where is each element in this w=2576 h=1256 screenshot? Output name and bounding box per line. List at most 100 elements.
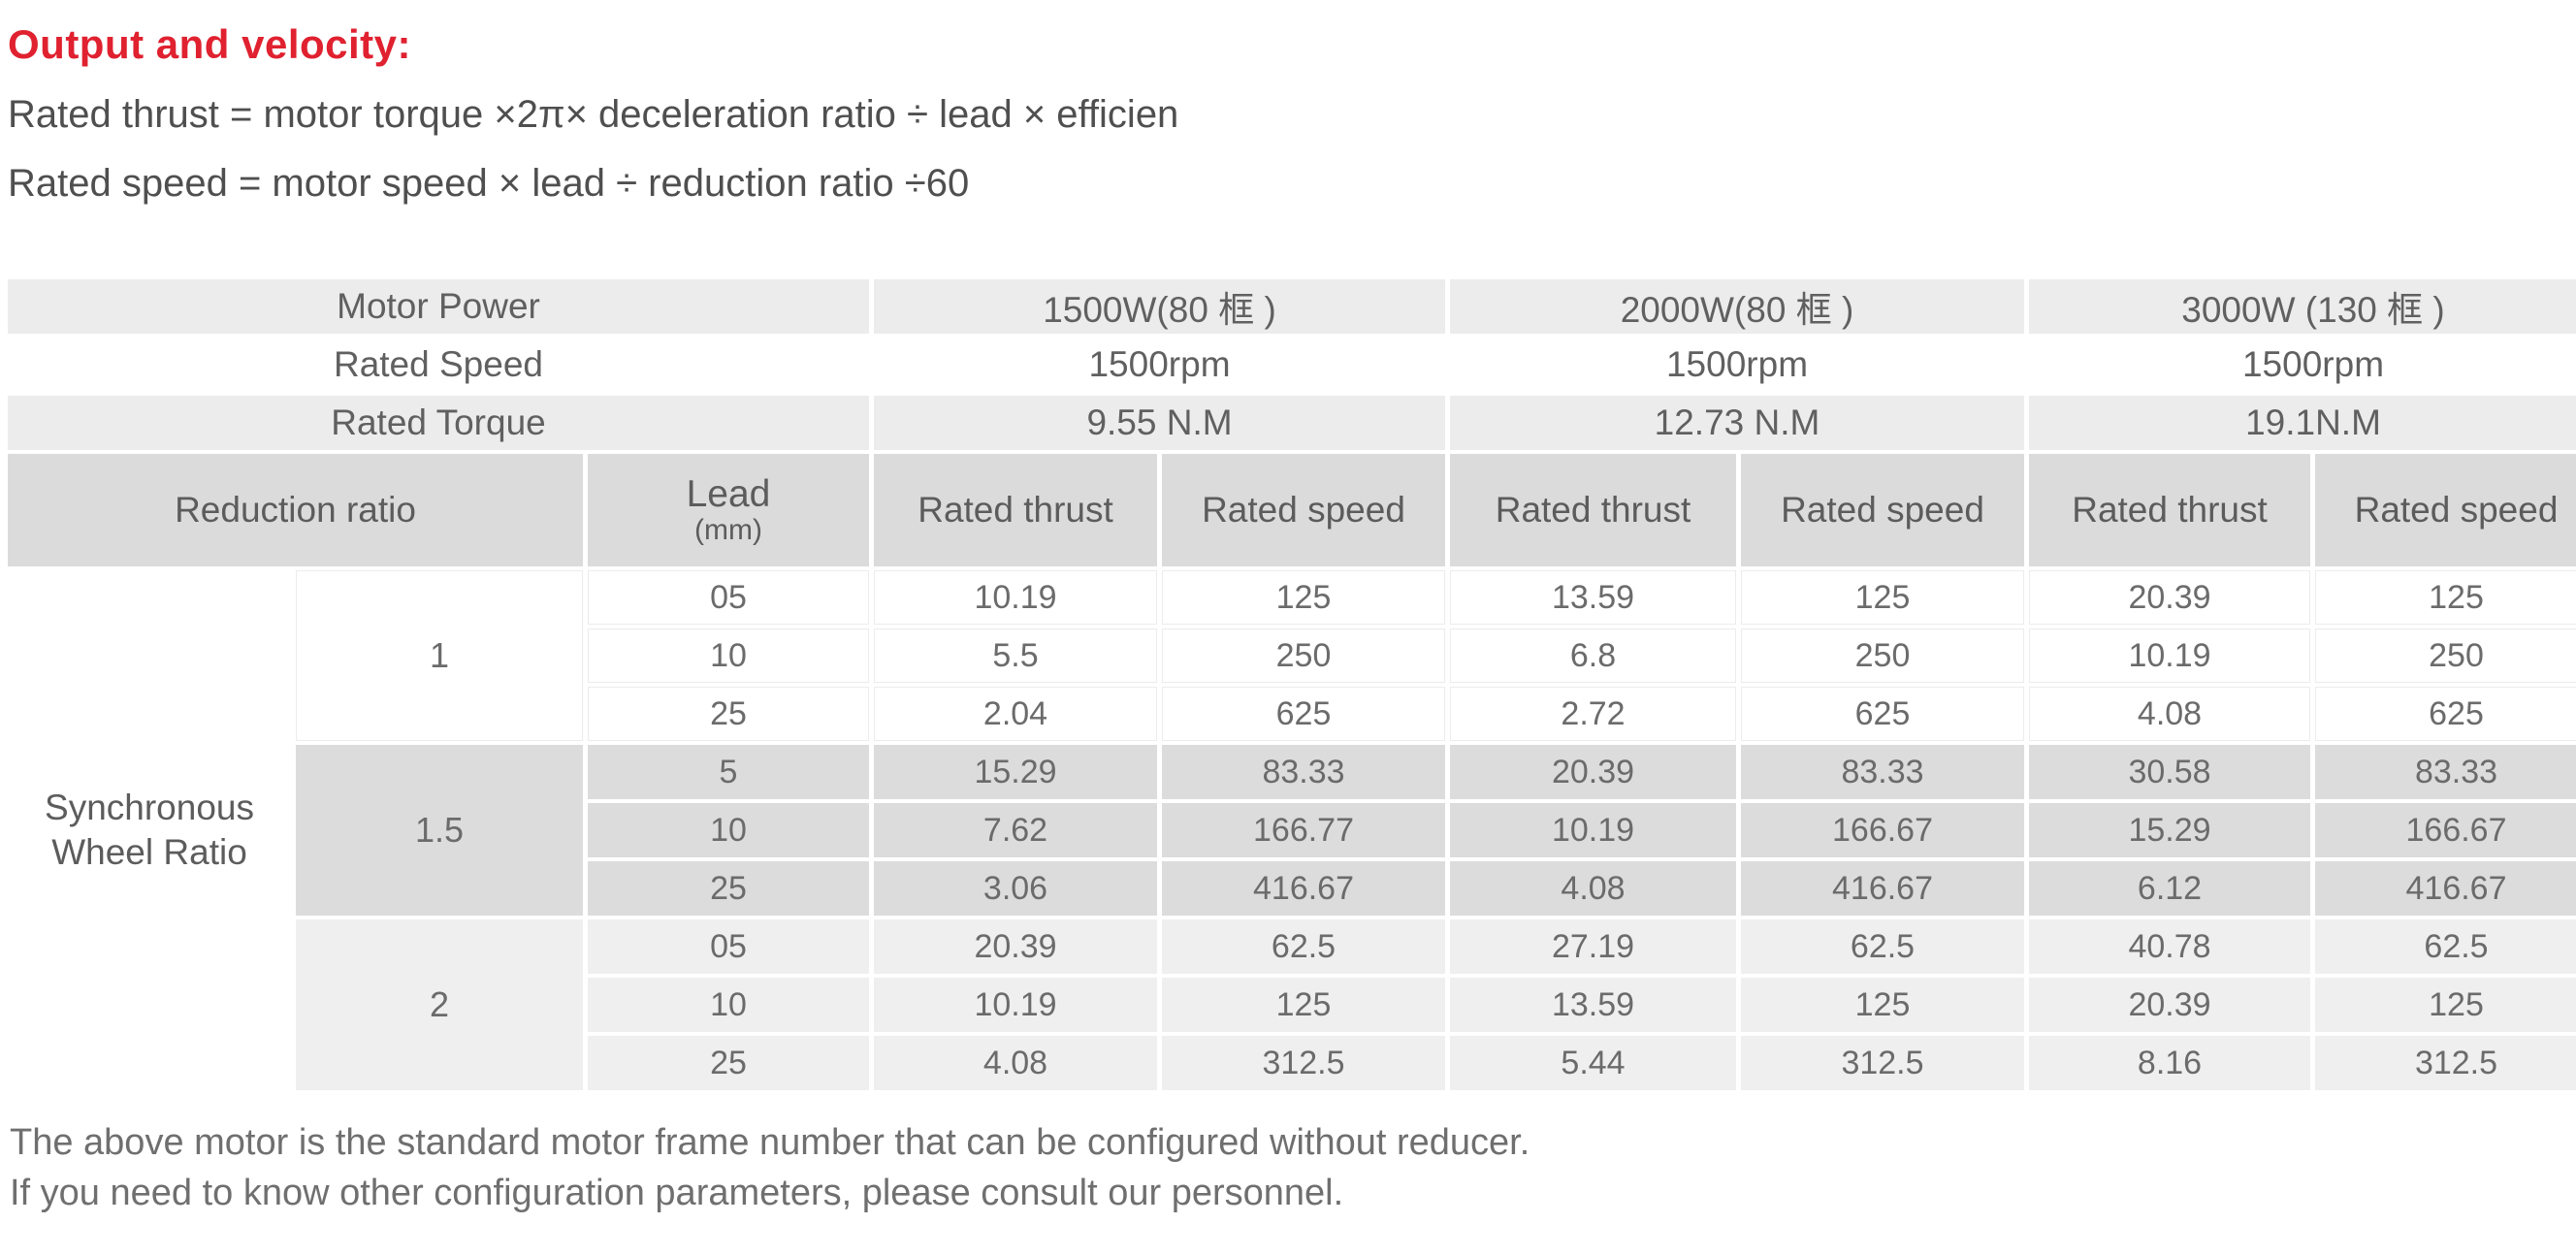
value-cell: 62.5 (1741, 919, 2024, 974)
value-cell: 312.5 (1741, 1036, 2024, 1090)
value-cell: 2.72 (1450, 687, 1736, 741)
value-cell: 166.67 (2315, 803, 2576, 857)
value-cell: 15.29 (874, 745, 1157, 799)
lead-cell: 10 (588, 803, 869, 857)
value-cell: 4.08 (2029, 687, 2310, 741)
value-cell: 125 (2315, 978, 2576, 1032)
spec-table: Motor Power 1500W(80 框 ) 2000W(80 框 ) 30… (3, 275, 2576, 1094)
header-reduction-ratio: Reduction ratio (8, 454, 583, 566)
value-cell: 40.78 (2029, 919, 2310, 974)
value-cell: 4.08 (1450, 861, 1736, 916)
rated-torque-row: Rated Torque 9.55 N.M 12.73 N.M 19.1N.M (8, 396, 2576, 450)
lead-cell: 5 (588, 745, 869, 799)
value-cell: 10.19 (2029, 628, 2310, 683)
value-cell: 125 (1162, 570, 1445, 625)
value-cell: 13.59 (1450, 570, 1736, 625)
value-cell: 416.67 (1741, 861, 2024, 916)
value-cell: 166.67 (1741, 803, 2024, 857)
header-rated-speed: Rated speed (1741, 454, 2024, 566)
data-row: 10 10.19 125 13.59 125 20.39 125 (8, 978, 2576, 1032)
value-cell: 6.12 (2029, 861, 2310, 916)
footnote-line-2: If you need to know other configuration … (10, 1173, 1344, 1213)
header-lead-line2: (mm) (694, 514, 762, 546)
lead-cell: 10 (588, 628, 869, 683)
lead-cell: 10 (588, 978, 869, 1032)
data-row: 2 05 20.39 62.5 27.19 62.5 40.78 62.5 (8, 919, 2576, 1090)
value-cell: 4.08 (874, 1036, 1157, 1090)
value-cell: 250 (1741, 628, 2024, 683)
formula-rated-thrust: Rated thrust = motor torque ×2π× deceler… (8, 93, 1179, 136)
reduction-ratio-cell: 2 (296, 919, 583, 1090)
reduction-ratio-cell: 1 (296, 570, 583, 741)
value-cell: 7.62 (874, 803, 1157, 857)
rated-torque-value: 9.55 N.M (874, 396, 1445, 450)
header-rated-thrust: Rated thrust (2029, 454, 2310, 566)
footnotes: The above motor is the standard motor fr… (10, 1117, 2576, 1218)
data-row: 25 2.04 625 2.72 625 4.08 625 (8, 687, 2576, 741)
rated-speed-value: 1500rpm (874, 338, 1445, 392)
value-cell: 15.29 (2029, 803, 2310, 857)
value-cell: 62.5 (1162, 919, 1445, 974)
value-cell: 10.19 (874, 978, 1157, 1032)
value-cell: 6.8 (1450, 628, 1736, 683)
value-cell: 5.5 (874, 628, 1157, 683)
value-cell: 83.33 (1162, 745, 1445, 799)
value-cell: 10.19 (1450, 803, 1736, 857)
formula-rated-speed: Rated speed = motor speed × lead ÷ reduc… (8, 162, 970, 205)
value-cell: 312.5 (1162, 1036, 1445, 1090)
value-cell: 416.67 (1162, 861, 1445, 916)
value-cell: 2.04 (874, 687, 1157, 741)
value-cell: 20.39 (2029, 570, 2310, 625)
value-cell: 125 (1741, 570, 2024, 625)
rated-speed-value: 1500rpm (2029, 338, 2576, 392)
value-cell: 125 (1162, 978, 1445, 1032)
value-cell: 13.59 (1450, 978, 1736, 1032)
value-cell: 30.58 (2029, 745, 2310, 799)
spec-label-motor-power: Motor Power (8, 279, 869, 334)
header-rated-speed: Rated speed (2315, 454, 2576, 566)
reduction-ratio-cell: 1.5 (296, 745, 583, 916)
lead-cell: 25 (588, 687, 869, 741)
value-cell: 416.67 (2315, 861, 2576, 916)
header-rated-speed: Rated speed (1162, 454, 1445, 566)
value-cell: 250 (1162, 628, 1445, 683)
lead-cell: 05 (588, 919, 869, 974)
spec-label-rated-torque: Rated Torque (8, 396, 869, 450)
value-cell: 62.5 (2315, 919, 2576, 974)
motor-power-row: Motor Power 1500W(80 框 ) 2000W(80 框 ) 30… (8, 279, 2576, 334)
motor-power-value: 1500W(80 框 ) (874, 279, 1445, 334)
footnote-line-1: The above motor is the standard motor fr… (10, 1122, 1530, 1163)
data-row: 25 4.08 312.5 5.44 312.5 8.16 312.5 (8, 1036, 2576, 1090)
value-cell: 625 (1162, 687, 1445, 741)
rated-speed-row: Rated Speed 1500rpm 1500rpm 1500rpm (8, 338, 2576, 392)
value-cell: 5.44 (1450, 1036, 1736, 1090)
value-cell: 20.39 (874, 919, 1157, 974)
rated-torque-value: 19.1N.M (2029, 396, 2576, 450)
value-cell: 166.77 (1162, 803, 1445, 857)
rated-speed-value: 1500rpm (1450, 338, 2024, 392)
value-cell: 83.33 (2315, 745, 2576, 799)
datasheet-page: Output and velocity: Rated thrust = moto… (3, 21, 2576, 1218)
value-cell: 20.39 (1450, 745, 1736, 799)
data-row: 10 7.62 166.77 10.19 166.67 15.29 166.67 (8, 803, 2576, 857)
value-cell: 27.19 (1450, 919, 1736, 974)
value-cell: 20.39 (2029, 978, 2310, 1032)
value-cell: 125 (1741, 978, 2024, 1032)
column-header-row: Reduction ratio Lead (mm) Rated thrust R… (8, 454, 2576, 566)
data-row: 25 3.06 416.67 4.08 416.67 6.12 416.67 (8, 861, 2576, 916)
header-lead-line1: Lead (686, 473, 771, 515)
value-cell: 250 (2315, 628, 2576, 683)
header-rated-thrust: Rated thrust (1450, 454, 1736, 566)
value-cell: 3.06 (874, 861, 1157, 916)
lead-cell: 25 (588, 861, 869, 916)
value-cell: 312.5 (2315, 1036, 2576, 1090)
data-row: 10 5.5 250 6.8 250 10.19 250 (8, 628, 2576, 683)
page-title: Output and velocity: (8, 21, 412, 67)
value-cell: 125 (2315, 570, 2576, 625)
value-cell: 625 (2315, 687, 2576, 741)
value-cell: 625 (1741, 687, 2024, 741)
lead-cell: 25 (588, 1036, 869, 1090)
spec-label-rated-speed: Rated Speed (8, 338, 869, 392)
value-cell: 83.33 (1741, 745, 2024, 799)
value-cell: 10.19 (874, 570, 1157, 625)
